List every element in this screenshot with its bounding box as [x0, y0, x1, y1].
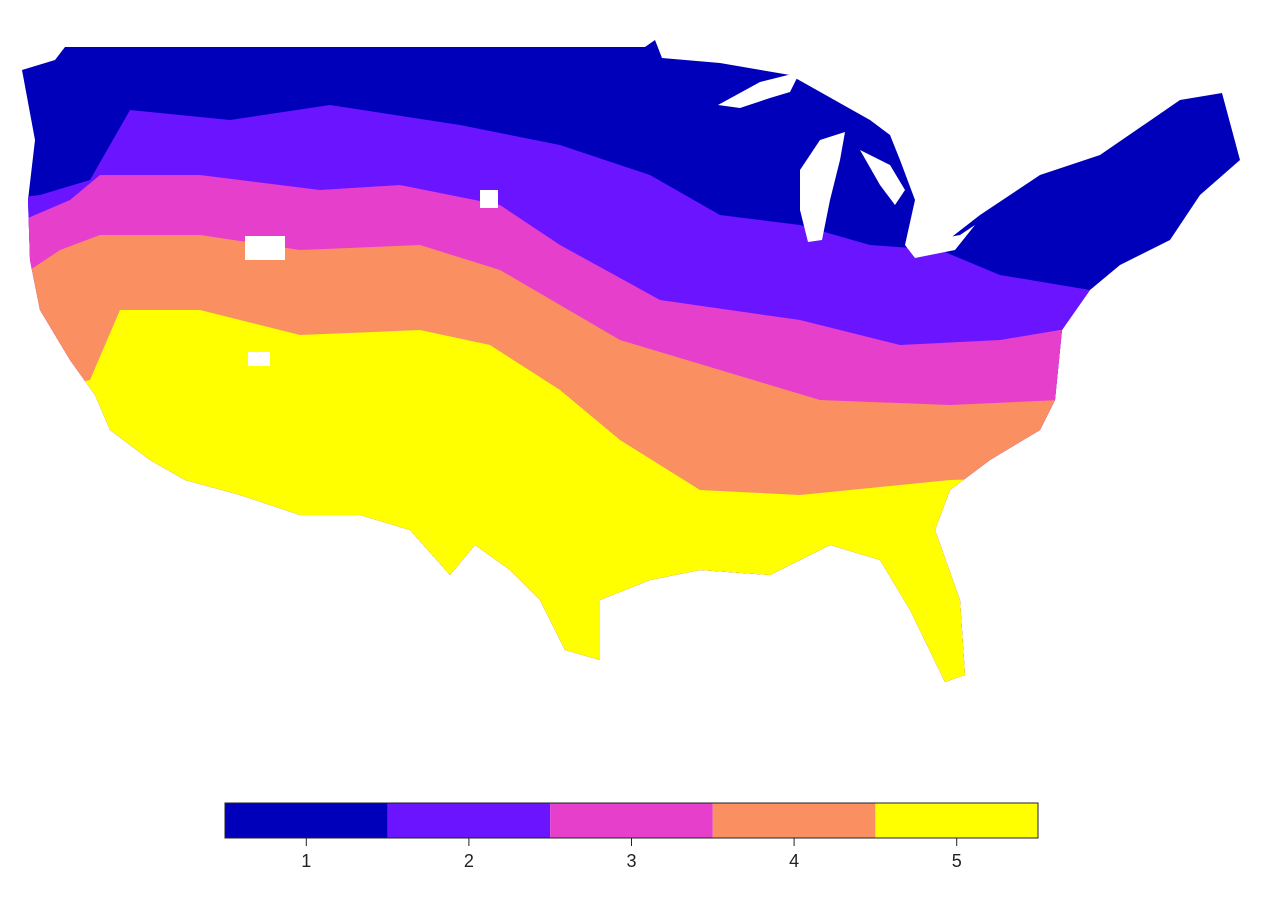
lake-michigan [800, 132, 845, 242]
tick-label: 4 [789, 851, 799, 871]
lakes [245, 72, 975, 366]
legend-swatch [712, 803, 876, 838]
no-data [248, 352, 270, 366]
lake-huron [860, 150, 905, 205]
tick-label: 1 [301, 851, 311, 871]
no-data [245, 236, 285, 260]
legend: 1 2 3 4 5 [224, 802, 1039, 871]
tick-label: 3 [626, 851, 636, 871]
legend-frame [224, 802, 1039, 839]
no-data [480, 190, 498, 208]
legend-swatch [387, 803, 551, 838]
legend-swatch [225, 803, 388, 838]
legend-swatch [875, 803, 1038, 838]
legend-swatch [550, 803, 713, 838]
tick-label: 5 [952, 851, 962, 871]
tick-label: 2 [464, 851, 474, 871]
lake-erie [905, 225, 975, 258]
lake-superior [718, 72, 800, 108]
